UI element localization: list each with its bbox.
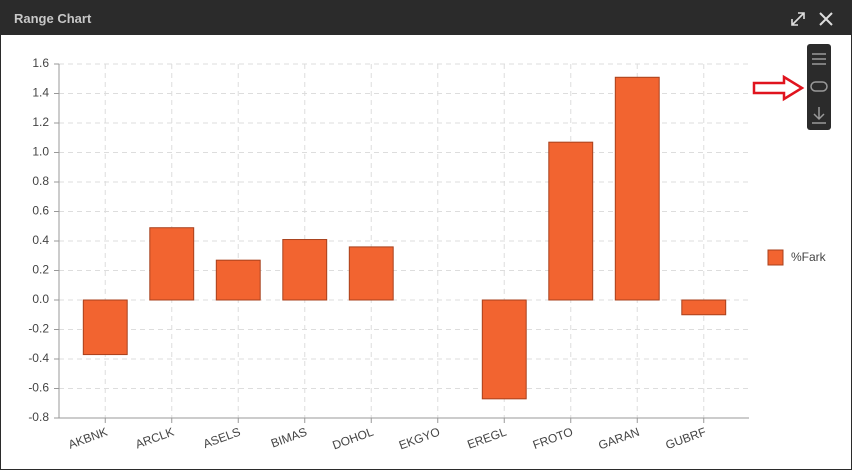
y-tick-label: 0.4 [32,233,49,247]
bar [82,299,128,356]
x-tick-label: GARAN [596,425,641,453]
y-tick-label: 0.0 [32,292,49,306]
bar [149,227,195,301]
menu-icon[interactable] [812,53,826,65]
x-tick-label: BIMAS [269,425,309,451]
y-tick-label: 0.2 [32,263,49,277]
bar [215,259,261,301]
x-tick-label: FROTO [531,425,575,452]
bar [282,239,328,301]
x-tick-label: EKGYO [397,425,442,453]
link-icon[interactable] [810,81,828,92]
y-tick-label: 1.0 [32,145,49,159]
y-tick-label: -0.8 [28,410,49,424]
y-tick-label: 1.6 [32,56,49,70]
close-button[interactable] [817,10,835,28]
bar [348,246,394,301]
x-tick-label: AKBNK [66,425,109,452]
bar [548,141,594,301]
y-tick-label: 1.4 [32,86,49,100]
y-tick-label: 0.8 [32,174,49,188]
red-arrow [752,74,805,102]
y-tick-label: -0.6 [28,381,49,395]
window-title: Range Chart [14,11,92,26]
x-tick-label: DOHOL [330,425,375,453]
expand-button[interactable] [789,10,807,28]
bar [614,76,660,301]
legend-swatch [767,249,784,266]
window-header: Range Chart [1,1,851,35]
download-icon[interactable] [812,107,826,124]
toolbar [752,44,831,130]
bar [481,299,527,400]
x-tick-label: EREGL [465,425,508,452]
x-tick-label: ARCLK [133,425,175,452]
y-tick-label: -0.2 [28,322,49,336]
x-tick-label: ASELS [201,425,242,451]
y-tick-label: -0.4 [28,351,49,365]
legend-label: %Fark [791,250,827,264]
y-tick-label: 1.2 [32,115,49,129]
x-tick-label: GUBRF [664,425,708,453]
y-tick-label: 0.6 [32,204,49,218]
bar [681,299,727,316]
